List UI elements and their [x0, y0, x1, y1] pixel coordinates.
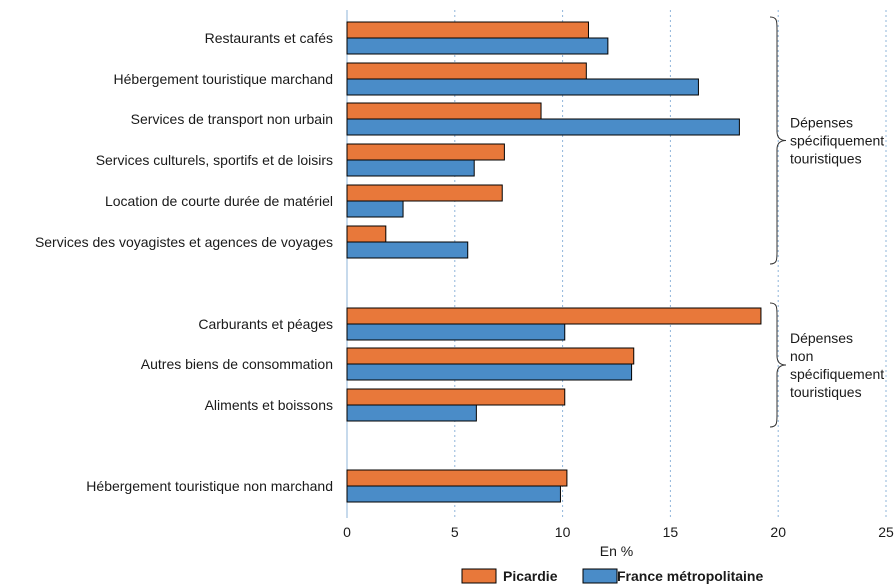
group-label: Dépenses — [790, 330, 853, 346]
x-tick-label: 10 — [555, 524, 571, 540]
legend-label: France métropolitaine — [617, 568, 763, 584]
x-axis-title: En % — [600, 543, 633, 559]
bar-france — [346, 323, 566, 341]
group-bracket — [769, 302, 787, 428]
bar-france — [346, 78, 699, 96]
group-brackets: Dépenses spécifiquement touristiques Dépens… — [769, 16, 884, 428]
group-label: Dépenses — [790, 115, 853, 131]
bars — [346, 21, 762, 503]
legend-swatch — [461, 568, 497, 584]
group-label: touristiques — [790, 151, 862, 167]
category-label: Hébergement touristique marchand — [114, 71, 333, 87]
category-label: Location de courte durée de matériel — [105, 193, 333, 209]
bar-france — [346, 118, 740, 136]
category-label: Carburants et péages — [198, 316, 333, 332]
legend-swatch — [582, 568, 618, 584]
bar-france — [346, 241, 469, 259]
x-tick-label: 20 — [770, 524, 786, 540]
x-tick-label: 5 — [451, 524, 459, 540]
bar-picardie — [346, 225, 387, 243]
category-label: Hébergement touristique non marchand — [86, 478, 333, 494]
x-tick-label: 0 — [343, 524, 351, 540]
category-labels: Restaurants et cafés Hébergement touristi… — [35, 30, 333, 494]
bar-france — [346, 159, 475, 177]
category-label: Aliments et boissons — [205, 397, 333, 413]
category-label: Services culturels, sportifs et de loisi… — [96, 152, 333, 168]
bar-france — [346, 363, 633, 381]
bar-picardie — [346, 184, 503, 202]
category-label: Autres biens de consommation — [141, 356, 333, 372]
bar-france — [346, 37, 609, 55]
category-label: Services de transport non urbain — [131, 111, 333, 127]
bar-picardie — [346, 21, 589, 39]
bar-france — [346, 404, 477, 422]
group-label: spécifiquement — [790, 366, 884, 382]
bar-picardie — [346, 469, 568, 487]
group-label: non — [790, 348, 813, 364]
group-label: touristiques — [790, 384, 862, 400]
category-label: Services des voyagistes et agences de vo… — [35, 234, 333, 250]
bar-picardie — [346, 307, 762, 325]
x-tick-label: 15 — [663, 524, 679, 540]
legend-label: Picardie — [503, 568, 558, 584]
x-axis: 0 5 10 15 20 25 — [343, 524, 894, 540]
bar-picardie — [346, 388, 566, 406]
bar-picardie — [346, 143, 505, 161]
bar-picardie — [346, 347, 635, 365]
bar-picardie — [346, 62, 587, 80]
group-bracket — [769, 16, 787, 265]
category-label: Restaurants et cafés — [205, 30, 333, 46]
bar-picardie — [346, 102, 542, 120]
legend: Picardie France métropolitaine — [461, 568, 763, 584]
x-tick-label: 25 — [878, 524, 894, 540]
bar-france — [346, 485, 561, 503]
group-label: spécifiquement — [790, 133, 884, 149]
bar-france — [346, 200, 404, 218]
